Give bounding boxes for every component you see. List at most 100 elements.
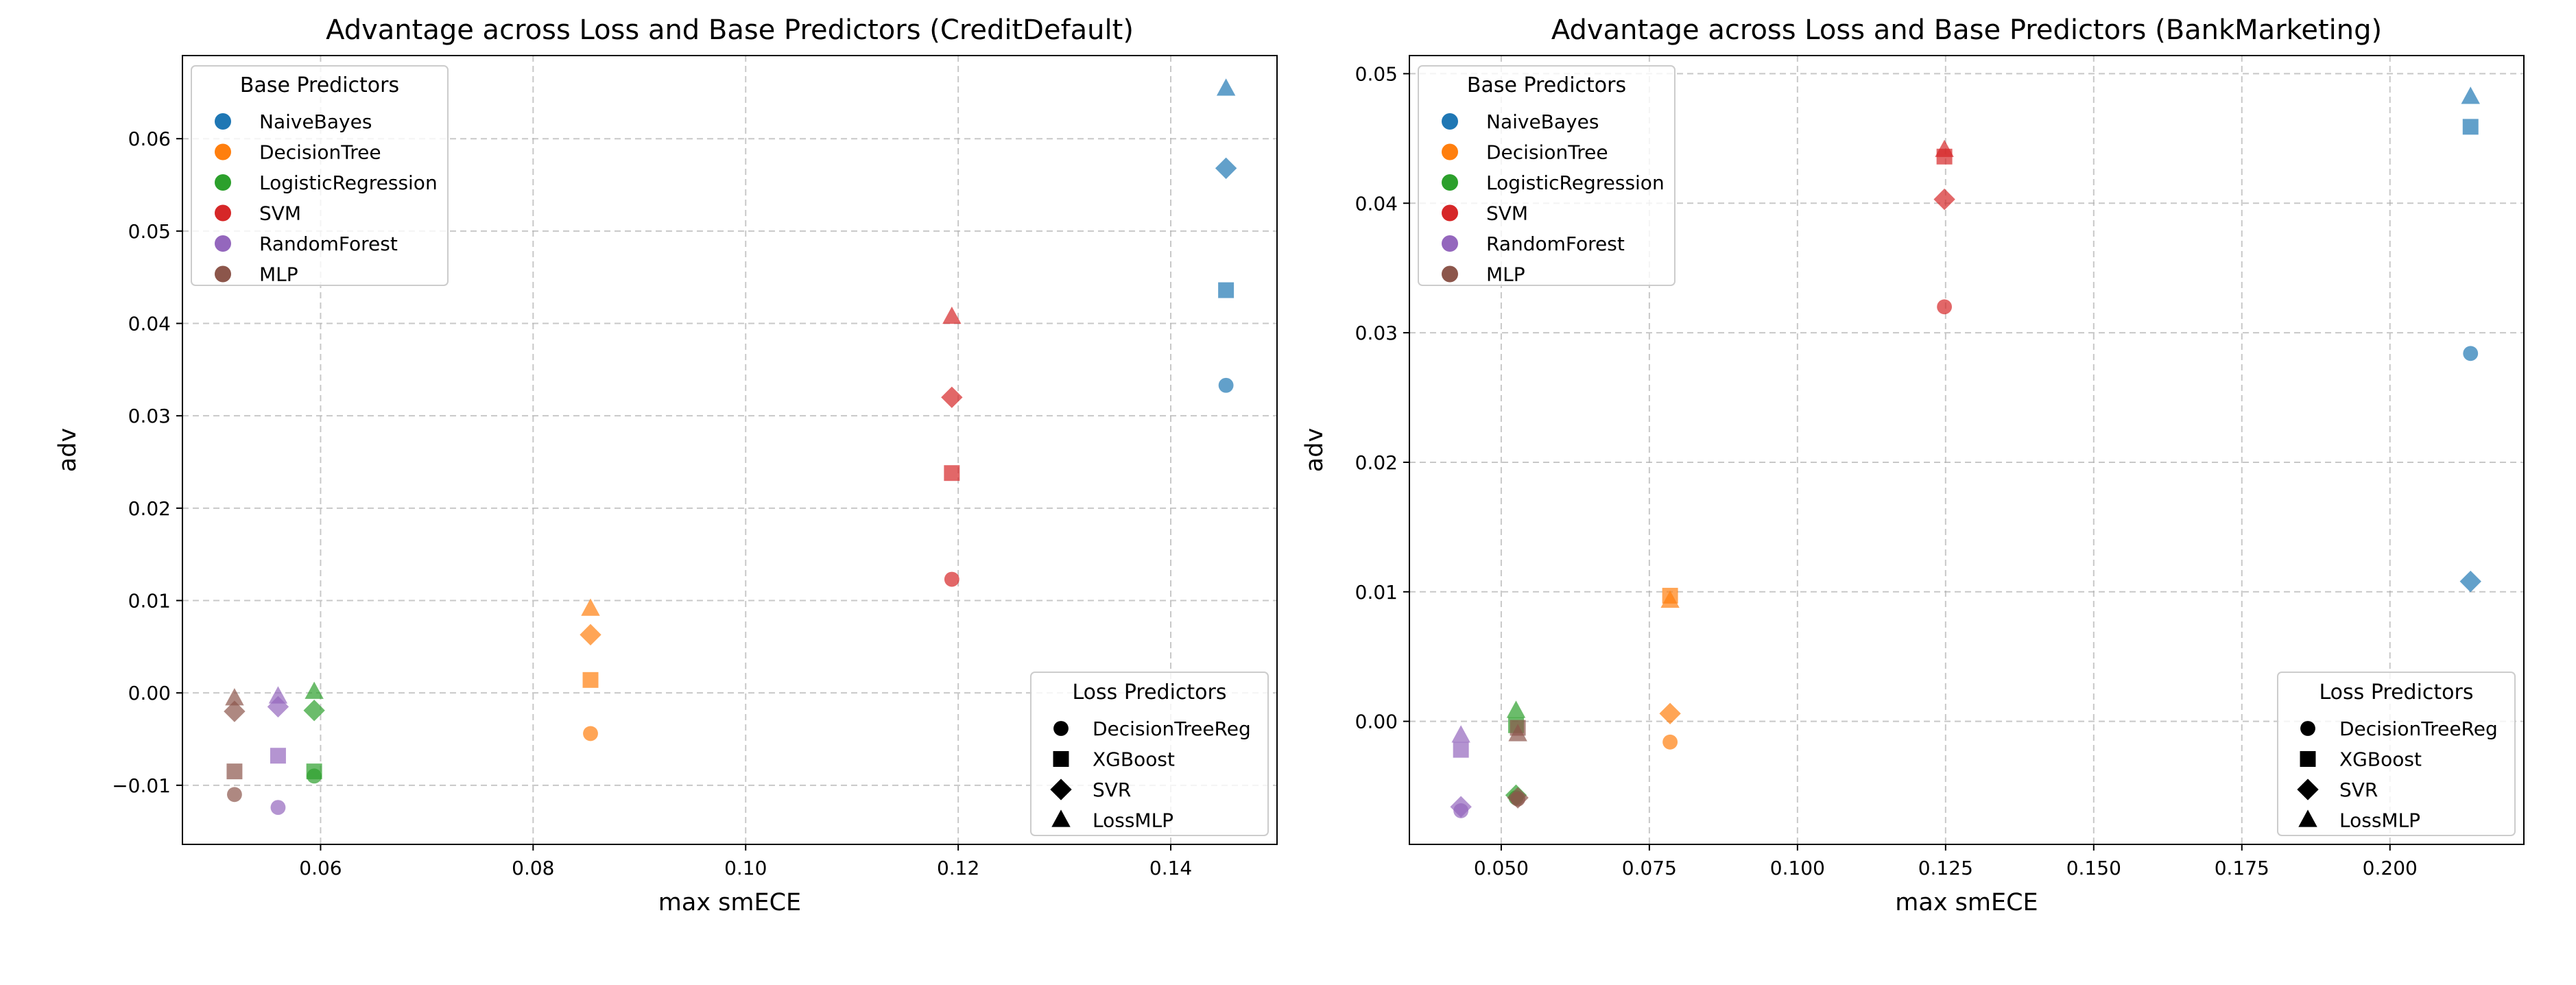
data-point [303, 700, 325, 722]
legend-marker [1442, 204, 1458, 222]
data-point [226, 763, 243, 780]
y-tick-label: −0.01 [112, 774, 171, 797]
legend-entry: SVR [2339, 779, 2378, 801]
legend-marker [215, 174, 231, 191]
data-point [2459, 570, 2481, 593]
data-point [2462, 119, 2479, 135]
x-tick-label: 0.14 [1149, 857, 1192, 879]
legend-entry: MLP [1486, 263, 1525, 286]
legend-marker [1442, 265, 1458, 283]
data-point [1450, 796, 1472, 818]
data-point [306, 763, 322, 780]
legend-entry: RandomForest [259, 233, 398, 255]
y-tick-label: 0.05 [1355, 62, 1398, 85]
legend-entry: NaiveBayes [259, 110, 372, 133]
y-tick-label: 0.04 [1355, 192, 1398, 215]
legend-entry: NaiveBayes [1486, 110, 1599, 133]
legend-title: Base Predictors [240, 73, 399, 97]
legend-marker [2298, 809, 2317, 827]
legend-marker [1051, 809, 1071, 827]
x-tick-label: 0.10 [724, 857, 767, 879]
legend-marker [1050, 779, 1072, 800]
y-tick-label: 0.02 [128, 497, 171, 520]
data-point [1937, 299, 1953, 315]
data-point [1660, 590, 1680, 608]
legend-marker [2297, 779, 2319, 800]
data-point [1506, 700, 1526, 718]
y-tick-label: 0.03 [1355, 322, 1398, 344]
chart-title: Advantage across Loss and Base Predictor… [1551, 14, 2382, 46]
legend-entry: MLP [259, 263, 298, 286]
data-point [581, 598, 600, 616]
data-point [583, 726, 598, 741]
x-axis-label: max smECE [658, 889, 801, 916]
legend-marker [2300, 751, 2316, 767]
legend-entry: XGBoost [1093, 748, 1175, 771]
data-point [1216, 78, 1236, 96]
legend-base-predictors: Base Predictors NaiveBayes DecisionTree Log… [191, 65, 449, 286]
y-axis-label: adv [54, 428, 82, 472]
y-axis-label: adv [1301, 428, 1328, 472]
legend-base-predictors: Base Predictors NaiveBayes DecisionTree Log… [1418, 65, 1675, 286]
legend-entry: SVM [259, 202, 301, 225]
legend-entry: SVR [1093, 779, 1131, 801]
legend-entry: DecisionTree [259, 141, 381, 164]
data-point [944, 465, 960, 482]
x-tick-label: 0.150 [2066, 857, 2121, 879]
y-tick-label: 0.01 [1355, 581, 1398, 604]
x-tick-label: 0.075 [1622, 857, 1677, 879]
legend-title: Base Predictors [1467, 73, 1626, 97]
y-tick-label: 0.06 [128, 128, 171, 150]
axes-frame [1409, 55, 2525, 845]
legend-marker [215, 204, 231, 222]
legend-entry: LossMLP [1093, 809, 1173, 832]
legend-entry: XGBoost [2339, 748, 2422, 771]
y-tick-label: 0.04 [128, 313, 171, 335]
legend-frame [1030, 672, 1269, 836]
legend-loss-predictors: Loss Predictors DecisionTreeReg XGBoost SVR… [2277, 672, 2516, 836]
data-point [1218, 377, 1234, 393]
legend-marker [2300, 721, 2315, 736]
x-tick-label: 0.06 [299, 857, 342, 879]
data-point [941, 386, 963, 408]
legend-loss-predictors: Loss Predictors DecisionTreeReg XGBoost SVR… [1030, 672, 1269, 836]
data-point [1659, 702, 1681, 724]
y-tick-label: 0.01 [128, 589, 171, 612]
data-point [270, 800, 286, 816]
data-point [1662, 734, 1678, 750]
x-tick-label: 0.08 [512, 857, 554, 879]
legend-marker [215, 113, 231, 130]
legend-frame [1418, 65, 1675, 286]
chart-1: 0.06 0.08 0.10 0.12 0.14 −0.01 0.00 0.01 0.02 0.0… [54, 14, 1278, 916]
y-tick-label: 0.00 [1355, 711, 1398, 733]
data-point [268, 686, 288, 704]
legend-entry: LogisticRegression [259, 171, 438, 194]
data-point [2463, 346, 2479, 361]
data-point [1935, 139, 1954, 157]
legend-marker [1442, 113, 1458, 130]
data-point [227, 787, 242, 803]
legend-marker [1442, 143, 1458, 161]
legend-frame [191, 65, 449, 286]
data-point [944, 571, 959, 587]
data-point [1451, 725, 1470, 743]
y-tick-label: 0.05 [128, 220, 171, 243]
legend-entry: LogisticRegression [1486, 171, 1665, 194]
data-point [942, 306, 962, 324]
legend-entry: SVM [1486, 202, 1528, 225]
x-tick-label: 0.175 [2215, 857, 2269, 879]
data-point [1933, 188, 1955, 211]
chart-2: 0.050 0.075 0.100 0.125 0.150 0.175 0.200 0.00 0… [1301, 14, 2525, 916]
legend-title: Loss Predictors [1073, 680, 1227, 704]
data-point [224, 700, 246, 722]
legend-marker [215, 143, 231, 161]
legend-entry: DecisionTreeReg [2339, 717, 2498, 740]
legend-marker [215, 265, 231, 283]
data-point [305, 681, 324, 699]
x-tick-label: 0.200 [2363, 857, 2418, 879]
legend-marker [1053, 751, 1069, 767]
legend-marker [1442, 235, 1458, 252]
data-point [1215, 157, 1237, 179]
data-point [1453, 741, 1469, 758]
